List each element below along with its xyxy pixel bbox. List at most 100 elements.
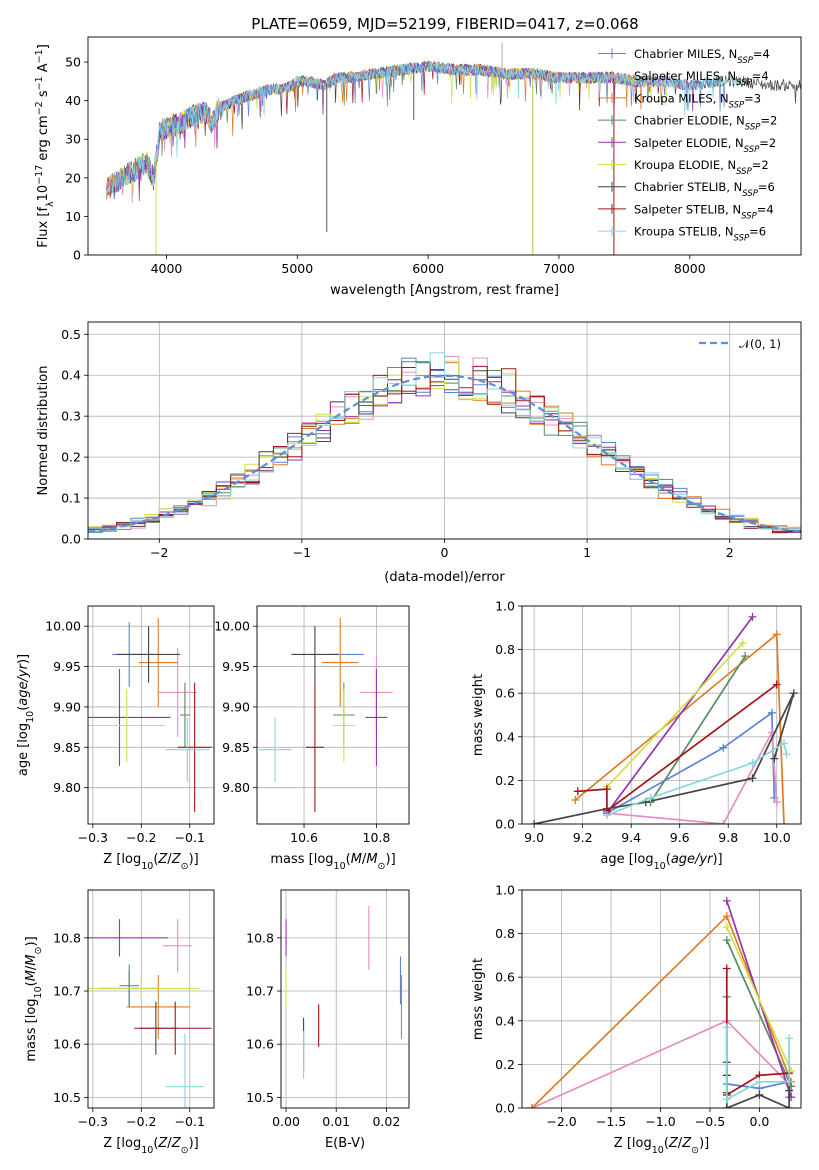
grid: [522, 605, 801, 825]
y-tick-label: 10.8: [53, 930, 81, 945]
label-part: (: [153, 852, 158, 867]
axes-frame: [521, 605, 802, 825]
y-tick-label: 10.00: [214, 619, 250, 634]
x-axis-label: Z [log10(Z/Z⊙)]: [614, 1136, 709, 1156]
y-tick-label: 1.0: [495, 883, 515, 898]
legend-sub: SSP: [744, 145, 760, 155]
series-line: [533, 692, 795, 824]
label-part: Z [log: [103, 852, 141, 867]
series-marker: [770, 754, 779, 763]
label-part: A: [36, 63, 51, 76]
error-bar: [126, 975, 190, 1039]
series-line: [577, 683, 778, 813]
x-tick-label: 10.6: [290, 830, 318, 845]
error-bar: [138, 618, 178, 707]
label-part: (: [16, 706, 31, 711]
x-tick-label: 0.02: [372, 1114, 400, 1129]
label-part: erg cm: [36, 115, 51, 164]
label-part: M: [24, 954, 39, 965]
legend-sub: SSP: [737, 56, 753, 66]
y-tick-label: 0.3: [61, 409, 81, 424]
legend-sub: SSP: [741, 211, 757, 221]
y-tick-label: 0.6: [495, 686, 515, 701]
legend-prefix: Kroupa STELIB, N: [634, 225, 734, 239]
x-tick-label: −0.3: [78, 830, 108, 845]
series-marker: [527, 1104, 536, 1108]
series-marker: [748, 774, 757, 783]
panel-mass_vs_Z: −0.3 −0.2 −0.110.510.610.710.8Z [log10(Z/Z…: [24, 889, 215, 1156]
legend-n: =2: [760, 114, 777, 128]
plot-area: [105, 42, 801, 255]
x-tick-label: −1.0: [645, 1114, 675, 1129]
label-part: 10: [141, 861, 153, 872]
x-tick-label: 9.2: [573, 830, 593, 845]
error-bar: [88, 919, 168, 957]
plot-area: [88, 618, 212, 812]
series-line: [606, 642, 744, 788]
y-tick-label: 0.1: [61, 491, 81, 506]
legend-prefix: Salpeter MILES, N: [634, 69, 736, 83]
label-part: −17: [34, 165, 45, 185]
label-part: −1: [34, 49, 45, 63]
y-tick-label: 0: [73, 248, 81, 263]
label-part: )]: [386, 852, 396, 867]
label-part: ⊙: [378, 861, 386, 872]
series-line: [726, 926, 792, 1072]
label-part: (: [664, 1136, 669, 1151]
label-part: Z: [171, 852, 182, 867]
label-part: age/yr: [16, 662, 31, 705]
y-tick-label: 9.95: [222, 659, 250, 674]
x-axis-label: mass [log10(M/M⊙)]: [270, 852, 395, 872]
series-marker: [755, 1077, 764, 1086]
series-marker: [780, 820, 789, 824]
label-part: E(B-V): [325, 1136, 365, 1151]
legend-n: =4: [752, 69, 769, 83]
legend-n: =2: [752, 158, 769, 172]
series-marker: [785, 1086, 794, 1095]
y-tick-label: 10.6: [53, 1037, 81, 1052]
label-part: 10: [33, 986, 44, 998]
series-marker: [602, 785, 611, 794]
error-bar: [163, 919, 193, 973]
label-part: (: [346, 852, 351, 867]
series-marker: [722, 1023, 731, 1032]
label-part: M: [24, 970, 39, 981]
legend-label: 𝒩(0, 1): [739, 337, 781, 351]
grid: [281, 890, 409, 1108]
y-tick-label: 0.8: [495, 642, 515, 657]
y-tick-label: 0.4: [495, 729, 515, 744]
y-tick-label: 10: [65, 209, 81, 224]
x-tick-label: 6000: [412, 261, 444, 276]
y-axis-label: mass weight: [471, 674, 486, 756]
series-marker: [722, 1095, 731, 1104]
error-bar: [365, 668, 388, 766]
series-marker: [748, 612, 757, 621]
error-bar: [333, 689, 355, 762]
label-part: M: [351, 852, 362, 867]
label-part: )]: [712, 852, 722, 867]
y-tick-label: 9.80: [53, 780, 81, 795]
y-tick-label: 20: [65, 170, 81, 185]
plot-area: [530, 612, 798, 824]
series-marker: [780, 739, 789, 748]
legend-sub: SSP: [736, 78, 752, 88]
legend-item: Salpeter ELODIE, NSSP=2: [598, 136, 776, 155]
legend-sub: SSP: [742, 189, 758, 199]
x-tick-label: 0.00: [272, 1114, 300, 1129]
panel-mass_vs_ebv: 0.00 0.01 0.02 10.5 10.6 10.7 10.8 E(B-V): [246, 889, 410, 1151]
series-marker: [738, 639, 747, 648]
series-marker: [785, 1077, 794, 1086]
legend-n: =6: [758, 180, 775, 194]
x-tick-label: 9.8: [718, 830, 738, 845]
label-part: s: [36, 90, 51, 101]
panel-weight_vs_age: 9.0 9.2 9.4 9.6 9.8 10.0 0.0 0.2 0.4 0.6 0.8 1.0 age…: [471, 599, 802, 872]
series-marker: [722, 896, 731, 905]
label-part: )]: [16, 654, 31, 664]
series-marker: [722, 923, 731, 932]
series-marker: [772, 680, 781, 689]
label-part: mass [log: [270, 852, 333, 867]
label-part: 10: [654, 861, 666, 872]
error-bar: [322, 618, 359, 707]
